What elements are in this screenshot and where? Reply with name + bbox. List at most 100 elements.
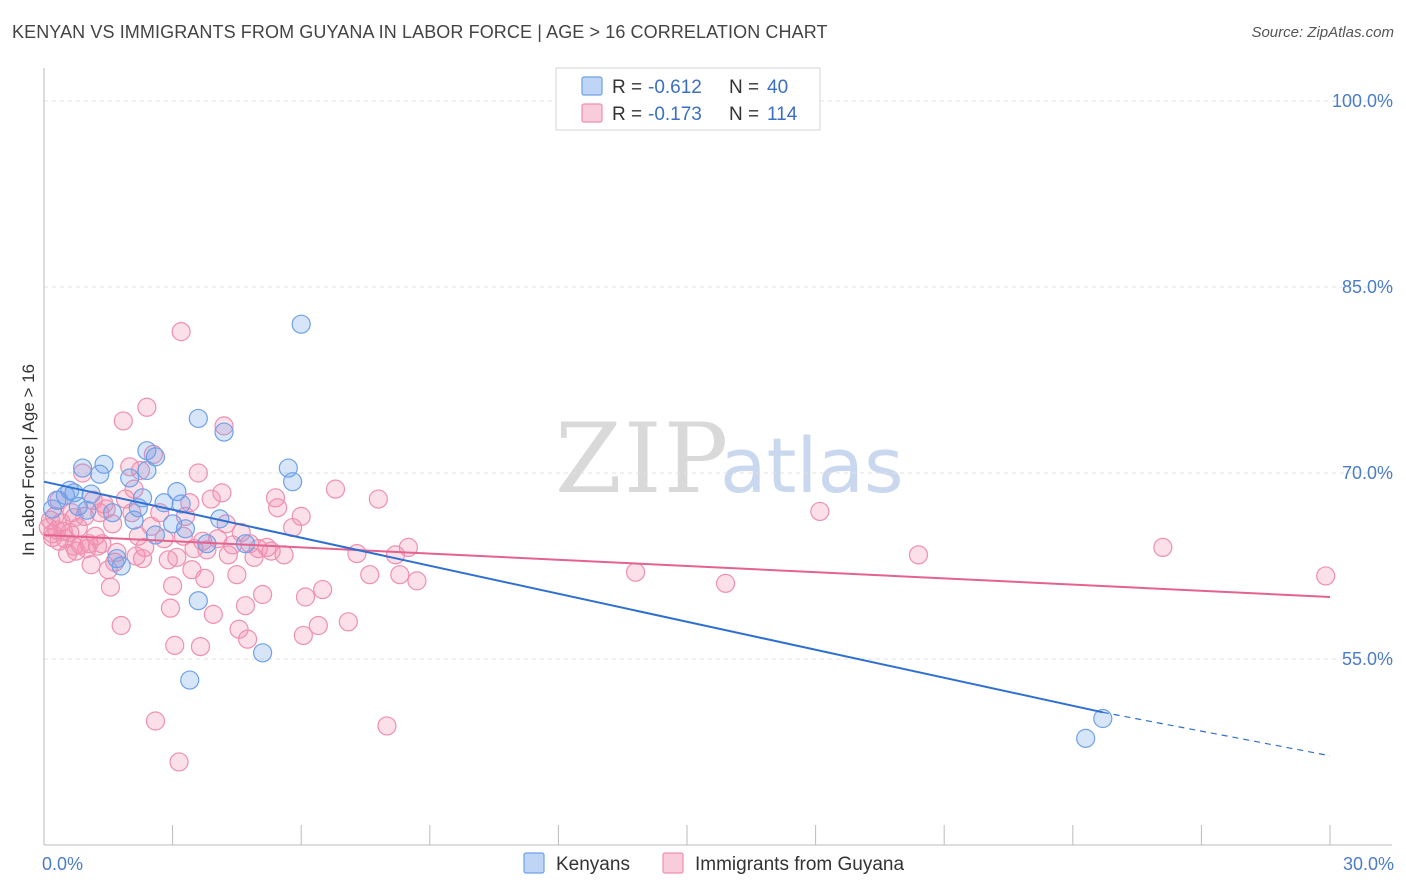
y-tick-label-0: 100.0% (1332, 91, 1393, 111)
point-guyana-69 (214, 416, 234, 436)
point-guyana-94 (347, 543, 367, 564)
axes (43, 68, 1392, 846)
bottom-legend-swatch-guyana (662, 852, 684, 874)
point-kenyans-10 (94, 454, 114, 474)
point-guyana-37 (122, 503, 142, 523)
point-guyana-87 (291, 506, 311, 527)
legend-n-value-guyana: 114 (767, 104, 798, 125)
point-guyana-29 (100, 577, 121, 597)
point-kenyans-6 (72, 458, 93, 478)
point-guyana-85 (274, 545, 294, 565)
point-guyana-44 (141, 516, 161, 536)
trend-lines (43, 480, 1331, 757)
point-guyana-60 (188, 463, 208, 483)
trendline-kenyans (43, 480, 1104, 714)
point-kenyans-15 (124, 510, 144, 530)
point-guyana-80 (253, 584, 273, 605)
legend-n-value-kenyans: 40 (767, 77, 788, 98)
point-guyana-66 (203, 604, 223, 624)
point-guyana-72 (227, 565, 247, 585)
legend-r-label-kenyans: R = (612, 77, 642, 98)
point-kenyans-27 (180, 670, 200, 690)
point-guyana-65 (201, 489, 221, 509)
point-kenyans-23 (163, 514, 183, 534)
point-kenyans-34 (253, 643, 273, 663)
point-guyana-102 (625, 562, 646, 582)
point-guyana-34 (113, 411, 133, 431)
bottom-legend-label-kenyans: Kenyans (556, 854, 630, 875)
point-kenyans-9 (90, 464, 110, 484)
point-guyana-92 (325, 479, 346, 499)
point-kenyans-39 (1093, 708, 1113, 729)
watermark-atlas: atlas (720, 421, 904, 510)
point-kenyans-38 (1076, 728, 1096, 748)
point-guyana-17 (72, 463, 93, 483)
point-guyana-51 (163, 576, 183, 596)
point-kenyans-11 (102, 503, 123, 523)
point-kenyans-20 (145, 447, 166, 467)
point-guyana-90 (308, 615, 328, 636)
point-guyana-88 (293, 625, 313, 646)
point-guyana-91 (313, 579, 333, 600)
point-kenyans-25 (171, 494, 191, 514)
point-guyana-33 (111, 615, 131, 636)
y-tick-label-3: 55.0% (1342, 649, 1393, 669)
point-guyana-54 (169, 752, 189, 772)
point-guyana-106 (1153, 537, 1173, 558)
stats-legend-box (555, 67, 821, 131)
point-guyana-84 (268, 498, 288, 518)
chart-title: KENYAN VS IMMIGRANTS FROM GUYANA IN LABO… (12, 22, 828, 42)
point-guyana-61 (190, 636, 211, 657)
point-guyana-50 (160, 598, 181, 618)
point-kenyans-29 (188, 591, 208, 611)
point-kenyans-14 (120, 468, 140, 488)
point-guyana-46 (145, 711, 166, 731)
x-tick-label-1: 30.0% (1343, 854, 1394, 874)
legend-r-value-kenyans: -0.612 (648, 77, 702, 98)
data-points (38, 314, 1336, 772)
point-kenyans-32 (214, 422, 234, 442)
legend-r-value-guyana: -0.173 (648, 104, 702, 125)
point-kenyans-13 (111, 556, 131, 576)
y-tick-label-2: 70.0% (1342, 463, 1393, 483)
point-guyana-110 (130, 460, 151, 481)
legend-n-label-guyana: N = (729, 104, 759, 125)
point-kenyans-28 (188, 408, 208, 429)
point-guyana-105 (908, 545, 929, 565)
point-guyana-95 (360, 565, 380, 585)
point-guyana-97 (377, 716, 397, 736)
stats-legend: R = -0.612 N = 40 R = -0.173 N = 114 (555, 67, 821, 131)
point-guyana-96 (368, 489, 388, 509)
point-guyana-42 (135, 537, 155, 558)
point-kenyans-26 (175, 519, 196, 539)
point-kenyans-18 (137, 460, 157, 481)
point-guyana-53 (167, 547, 187, 567)
y-axis-label: In Labor Force | Age > 16 (19, 364, 38, 556)
point-guyana-78 (244, 547, 264, 567)
legend-swatch-kenyans (581, 76, 603, 96)
point-guyana-52 (165, 635, 185, 655)
point-guyana-63 (195, 568, 215, 589)
bottom-legend-label-guyana: Immigrants from Guyana (695, 854, 904, 875)
source-credit: Source: ZipAtlas.com (1251, 24, 1394, 41)
point-guyana-101 (407, 571, 427, 591)
tick-labels: 100.0% 85.0% 70.0% 55.0% 0.0% 30.0% (42, 91, 1394, 874)
bottom-legend-swatch-kenyans (523, 852, 545, 874)
x-tick-label-0: 0.0% (42, 854, 83, 874)
point-kenyans-37 (291, 314, 311, 334)
legend-swatch-guyana (581, 103, 603, 123)
point-guyana-107 (1316, 566, 1336, 586)
point-kenyans-0 (42, 499, 63, 519)
legend-n-label-kenyans: N = (729, 77, 759, 98)
legend-r-label-guyana: R = (612, 104, 642, 125)
point-kenyans-24 (167, 482, 187, 502)
point-guyana-76 (238, 629, 258, 649)
point-guyana-21 (81, 555, 101, 575)
point-guyana-43 (137, 397, 157, 417)
watermark-zip: ZIP (555, 403, 730, 515)
trendline-kenyans-extension (1102, 711, 1331, 757)
point-guyana-89 (295, 587, 316, 607)
point-guyana-26 (92, 534, 112, 554)
watermark: ZIP atlas (555, 403, 904, 515)
